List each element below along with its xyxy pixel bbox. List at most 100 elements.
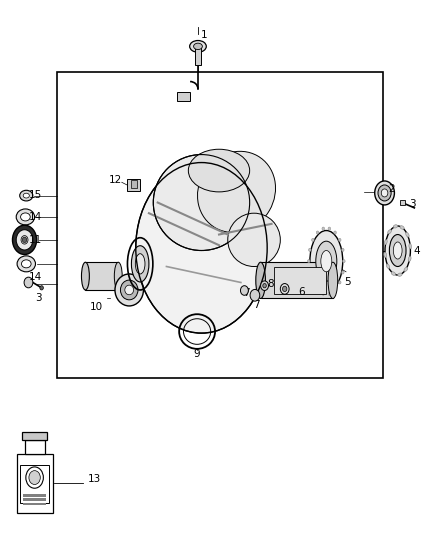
Ellipse shape: [81, 262, 89, 290]
Ellipse shape: [398, 273, 402, 276]
Bar: [57, 72, 383, 378]
Text: 4: 4: [414, 246, 420, 255]
Circle shape: [322, 292, 325, 295]
Circle shape: [339, 281, 341, 284]
Ellipse shape: [16, 209, 35, 225]
Circle shape: [26, 467, 43, 488]
Ellipse shape: [136, 163, 267, 333]
Circle shape: [240, 286, 248, 295]
Circle shape: [334, 231, 336, 234]
Ellipse shape: [384, 252, 387, 257]
Text: 3: 3: [410, 199, 416, 209]
Ellipse shape: [23, 193, 29, 198]
Text: 13: 13: [88, 474, 101, 483]
Ellipse shape: [153, 155, 250, 251]
Ellipse shape: [131, 246, 149, 282]
Ellipse shape: [374, 181, 395, 205]
Ellipse shape: [114, 262, 122, 290]
Text: 14: 14: [28, 212, 42, 222]
Ellipse shape: [21, 236, 28, 244]
Text: 3: 3: [35, 294, 42, 303]
Text: 7: 7: [243, 288, 250, 298]
Circle shape: [322, 227, 325, 230]
Ellipse shape: [115, 274, 143, 306]
Ellipse shape: [384, 239, 387, 245]
Ellipse shape: [388, 230, 392, 234]
Bar: [23, 494, 46, 497]
Circle shape: [316, 288, 319, 292]
Ellipse shape: [20, 190, 33, 201]
Ellipse shape: [125, 285, 134, 295]
Circle shape: [250, 289, 260, 301]
Ellipse shape: [328, 262, 338, 298]
Circle shape: [343, 260, 345, 263]
Ellipse shape: [316, 241, 337, 281]
Ellipse shape: [120, 280, 138, 300]
Ellipse shape: [21, 260, 31, 268]
Ellipse shape: [256, 262, 265, 298]
Bar: [25, 440, 45, 454]
Bar: [85, 262, 118, 290]
Ellipse shape: [310, 231, 343, 292]
Bar: [127, 179, 140, 191]
Circle shape: [311, 238, 314, 241]
Text: 9: 9: [194, 350, 201, 359]
Ellipse shape: [408, 256, 411, 262]
Circle shape: [339, 238, 341, 241]
Text: 2: 2: [389, 184, 396, 194]
Ellipse shape: [261, 281, 268, 290]
Bar: [400, 200, 405, 205]
Text: 1: 1: [200, 30, 207, 39]
Ellipse shape: [385, 226, 410, 275]
Ellipse shape: [409, 244, 412, 249]
Text: 10: 10: [90, 302, 103, 312]
Circle shape: [342, 248, 344, 252]
Text: 15: 15: [28, 190, 42, 199]
Circle shape: [316, 231, 319, 234]
Circle shape: [328, 292, 331, 295]
Ellipse shape: [406, 232, 409, 237]
Ellipse shape: [228, 213, 280, 266]
Circle shape: [334, 288, 336, 292]
Circle shape: [40, 286, 43, 290]
Ellipse shape: [391, 272, 396, 276]
Circle shape: [311, 281, 314, 284]
Ellipse shape: [389, 235, 406, 266]
Circle shape: [342, 271, 344, 274]
Ellipse shape: [188, 149, 250, 192]
Text: 5: 5: [344, 278, 350, 287]
Circle shape: [24, 277, 33, 288]
Ellipse shape: [393, 225, 398, 228]
Ellipse shape: [381, 189, 388, 197]
Text: 14: 14: [28, 272, 42, 282]
Bar: [17, 454, 53, 513]
Circle shape: [307, 260, 310, 263]
Ellipse shape: [194, 43, 202, 50]
Ellipse shape: [190, 41, 206, 52]
Bar: [22, 432, 47, 440]
Bar: [20, 465, 49, 503]
Bar: [23, 498, 46, 501]
Ellipse shape: [404, 267, 408, 271]
Ellipse shape: [135, 254, 145, 274]
Circle shape: [308, 248, 311, 252]
Ellipse shape: [13, 225, 36, 255]
Bar: [177, 92, 190, 101]
Circle shape: [328, 227, 331, 230]
Text: 8: 8: [267, 279, 274, 288]
Bar: [195, 46, 201, 65]
Ellipse shape: [321, 251, 332, 272]
Text: 11: 11: [28, 235, 42, 245]
Ellipse shape: [16, 230, 33, 250]
Ellipse shape: [400, 225, 404, 229]
Bar: [131, 180, 137, 188]
Bar: [261, 262, 333, 298]
Circle shape: [29, 471, 40, 484]
Ellipse shape: [386, 264, 390, 269]
Circle shape: [283, 286, 287, 292]
Text: 6: 6: [298, 287, 304, 296]
Text: 7: 7: [253, 300, 260, 310]
Bar: [274, 266, 326, 294]
Ellipse shape: [393, 242, 402, 259]
Circle shape: [22, 237, 27, 243]
